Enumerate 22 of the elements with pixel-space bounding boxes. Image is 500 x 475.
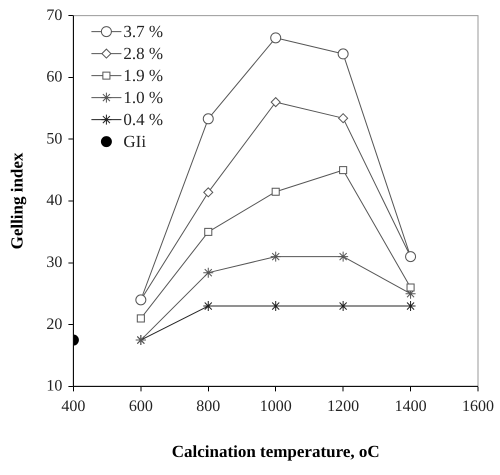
y-tick-label: 60 (46, 68, 62, 86)
y-tick-label: 50 (46, 130, 62, 148)
legend-label: 3.7 % (123, 22, 164, 42)
x-tick-label: 1000 (260, 398, 292, 416)
y-tick-label: 70 (46, 6, 62, 24)
legend-label: 0.4 % (123, 110, 164, 130)
y-axis-title: Gelling index (8, 152, 27, 250)
legend-label: 1.0 % (123, 88, 164, 108)
y-tick-label: 30 (46, 254, 62, 272)
legend-label: 1.9 % (123, 66, 164, 86)
legend-label: GIi (123, 132, 146, 152)
x-tick-label: 800 (196, 398, 220, 416)
x-tick-label: 1600 (462, 398, 494, 416)
y-tick-label: 20 (46, 316, 62, 333)
x-axis-title: Calcination temperature, oC (172, 442, 380, 462)
legend-label: 2.8 % (123, 44, 164, 64)
y-tick-label: 40 (46, 192, 62, 210)
x-tick-label: 600 (128, 398, 153, 416)
x-tick-label: 1400 (394, 398, 427, 416)
x-tick-label: 1200 (327, 398, 360, 416)
x-tick-label: 400 (61, 398, 86, 416)
y-tick-label: 10 (46, 378, 62, 395)
